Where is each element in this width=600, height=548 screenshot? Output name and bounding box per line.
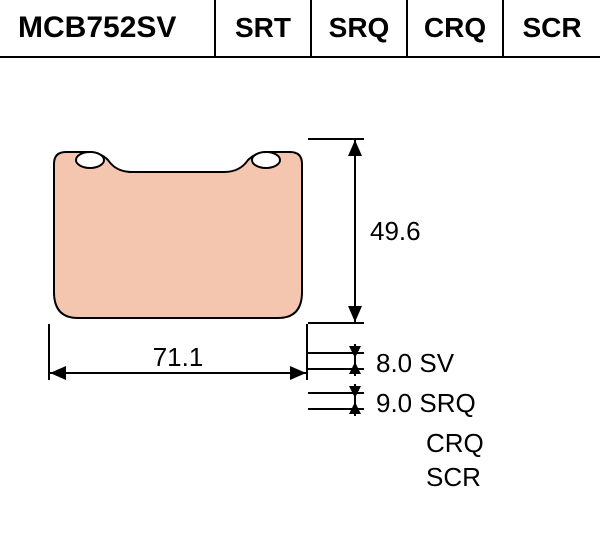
thickness-value: 9.0 bbox=[376, 388, 412, 418]
arrow-icon bbox=[349, 346, 361, 358]
arrow-icon bbox=[348, 306, 362, 322]
mounting-hole-left bbox=[76, 152, 104, 168]
thickness-label: 9.0 SRQ bbox=[376, 388, 476, 419]
height-value: 49.6 bbox=[370, 216, 421, 247]
diagram-area: 49.6 71.1 8.0 SV bbox=[0, 58, 600, 548]
dim-line bbox=[354, 138, 356, 324]
part-number: MCB752SV bbox=[0, 0, 216, 56]
thickness-codes: SV bbox=[419, 348, 454, 378]
dimension-width: 71.1 bbox=[48, 358, 308, 398]
mounting-hole-right bbox=[252, 152, 280, 168]
code-srt: SRT bbox=[216, 0, 312, 56]
thickness-row: 8.0 SV bbox=[340, 352, 580, 386]
arrow-icon bbox=[349, 362, 361, 374]
width-value: 71.1 bbox=[48, 342, 308, 373]
arrow-icon bbox=[349, 386, 361, 398]
code-crq: CRQ bbox=[408, 0, 504, 56]
brake-pad-shape bbox=[48, 138, 308, 324]
header-row: MCB752SV SRT SRQ CRQ SCR bbox=[0, 0, 600, 58]
arrow-icon bbox=[348, 140, 362, 156]
arrow-icon bbox=[349, 402, 361, 414]
thickness-row: 9.0 SRQ bbox=[340, 392, 580, 426]
thickness-label: 8.0 SV bbox=[376, 348, 454, 379]
code-srq: SRQ bbox=[312, 0, 408, 56]
dimension-thickness-block: 8.0 SV 9.0 SRQ bbox=[340, 352, 580, 428]
thickness-extra-code: SCR bbox=[426, 462, 481, 493]
thickness-extra-code: CRQ bbox=[426, 428, 484, 459]
dimension-height: 49.6 bbox=[330, 138, 450, 324]
thickness-codes: SRQ bbox=[419, 388, 475, 418]
thickness-value: 8.0 bbox=[376, 348, 412, 378]
logo-text: TRW bbox=[593, 133, 600, 244]
technical-drawing: MCB752SV SRT SRQ CRQ SCR 49.6 71.1 bbox=[0, 0, 600, 548]
pad-outline bbox=[54, 152, 302, 318]
trw-logo: TRW® bbox=[592, 126, 600, 245]
code-scr: SCR bbox=[504, 0, 600, 56]
